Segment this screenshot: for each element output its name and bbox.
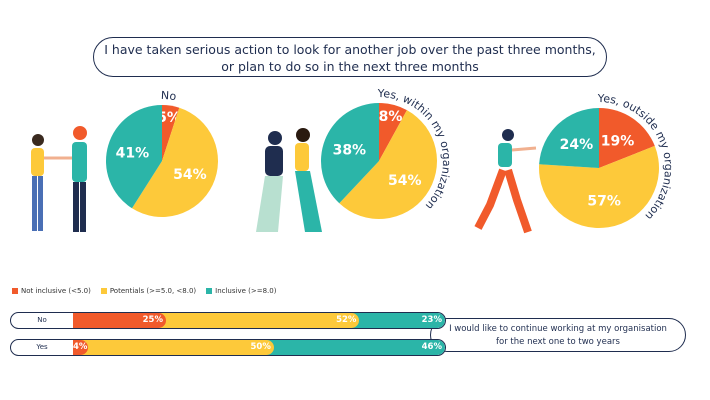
pie-slice <box>599 108 655 168</box>
legend-item-inclusive: Inclusive (>=8.0) <box>206 287 276 295</box>
walking-pair-illustration <box>256 128 322 232</box>
pie-title-text: No <box>161 89 178 104</box>
pie-slice <box>379 103 407 161</box>
pie-slice <box>539 145 660 229</box>
pie-slice <box>339 110 437 219</box>
pie-data-label: 8% <box>379 109 403 125</box>
pie-slice <box>162 105 180 161</box>
pie-data-label: 54% <box>173 167 207 183</box>
pie-slice <box>539 108 599 168</box>
title-line-2: or plan to do so in the next three month… <box>221 59 479 74</box>
pie-data-label: 57% <box>587 194 621 210</box>
pie-slice <box>321 103 379 204</box>
bar-segment: 4% <box>73 340 88 355</box>
legend-label: Not inclusive (<5.0) <box>21 287 91 295</box>
bar-row-no: No 25% 52% 23% <box>10 312 446 329</box>
bar-label: Yes <box>36 343 48 351</box>
legend-item-not-inclusive: Not inclusive (<5.0) <box>12 287 91 295</box>
bar-label: No <box>37 316 47 324</box>
bar-segment: 25% <box>73 313 166 328</box>
legend: Not inclusive (<5.0) Potentials (>=5.0, … <box>12 287 276 295</box>
chart-title-box: I have taken serious action to look for … <box>93 37 607 77</box>
pie-title: No <box>161 89 178 104</box>
pie-data-label: 38% <box>333 142 367 158</box>
legend-item-potentials: Potentials (>=5.0, <8.0) <box>100 287 197 295</box>
bar-segment: 46% <box>265 340 445 355</box>
caption-line-2: for the next one to two years <box>496 337 620 347</box>
legend-label: Inclusive (>=8.0) <box>215 287 277 295</box>
pie-slice <box>105 105 162 209</box>
title-line-1: I have taken serious action to look for … <box>104 42 596 57</box>
pie-data-label: 24% <box>560 137 594 153</box>
bar-segment: 23% <box>351 313 445 328</box>
pie-data-label: 41% <box>116 145 150 161</box>
handshake-illustration <box>31 126 87 232</box>
legend-label: Potentials (>=5.0, <8.0) <box>109 287 197 295</box>
pie-data-label: 19% <box>601 134 635 150</box>
bar-row-yes: Yes 4% 50% 46% <box>10 339 446 356</box>
caption-line-1: I would like to continue working at my o… <box>449 324 667 334</box>
bar-segment: 50% <box>79 340 274 355</box>
pie-slice <box>131 107 218 217</box>
bar-chart-caption: I would like to continue working at my o… <box>430 318 686 352</box>
bar-segment: 52% <box>158 313 360 328</box>
runner-illustration <box>474 129 537 234</box>
pie-data-label: 54% <box>388 173 422 189</box>
